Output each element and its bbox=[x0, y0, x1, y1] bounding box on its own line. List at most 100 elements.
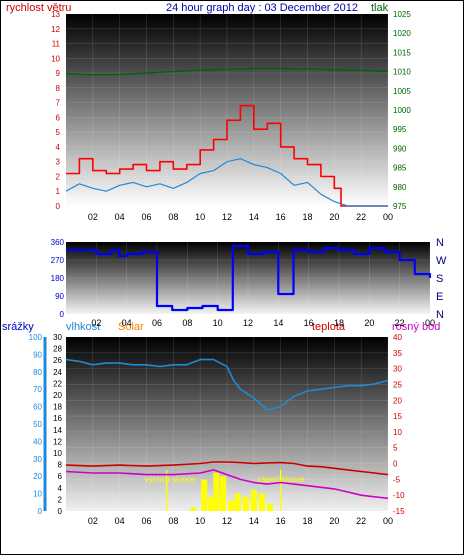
wind-speed-tick-label: 7 bbox=[56, 99, 61, 108]
pressure-line bbox=[65, 67, 389, 76]
humidity-tick-label: 12 bbox=[53, 437, 62, 446]
direction-degree-tick-label: 90 bbox=[55, 292, 64, 301]
wind-speed-tick-label: 3 bbox=[56, 158, 61, 167]
humidity-tick-label: 10 bbox=[53, 449, 62, 458]
climate-hour-tick-label: 12 bbox=[222, 516, 232, 526]
wind-hour-tick-label: 08 bbox=[168, 212, 178, 222]
pressure-tick-label: 1020 bbox=[393, 29, 411, 38]
rain-tick-label: 80 bbox=[33, 368, 42, 377]
climate-hour-tick-label: 10 bbox=[195, 516, 205, 526]
wind-speed-tick-label: 11 bbox=[52, 40, 61, 49]
climate-hour-tick-label: 18 bbox=[302, 516, 312, 526]
wind-speed-tick-label: 10 bbox=[51, 54, 60, 63]
humidity-tick-label: 14 bbox=[53, 426, 62, 435]
temperature-tick-label: -5 bbox=[393, 475, 401, 484]
direction-hour-tick-label: 00 bbox=[425, 318, 435, 328]
humidity-tick-label: 24 bbox=[53, 368, 62, 377]
wind-gust-line bbox=[66, 104, 388, 207]
direction-hour-tick-label: 10 bbox=[213, 318, 223, 328]
direction-hour-tick-label: 12 bbox=[243, 318, 253, 328]
humidity-tick-label: 16 bbox=[53, 414, 62, 423]
humidity-tick-label: 30 bbox=[53, 333, 62, 342]
wind-hour-tick-label: 18 bbox=[302, 212, 312, 222]
humidity-tick-label: 6 bbox=[58, 472, 63, 481]
solar-bar bbox=[213, 472, 220, 511]
wind-speed-tick-label: 4 bbox=[56, 143, 61, 152]
pressure-tick-label: 980 bbox=[393, 183, 407, 192]
temperature-tick-label: 20 bbox=[393, 396, 402, 405]
direction-degree-tick-label: 360 bbox=[51, 238, 65, 247]
humidity-tick-label: 28 bbox=[53, 345, 62, 354]
direction-hour-tick-label: 16 bbox=[304, 318, 314, 328]
wind-speed-tick-label: 2 bbox=[56, 172, 61, 181]
temperature-tick-label: 15 bbox=[393, 412, 402, 421]
direction-degree-tick-label: 270 bbox=[51, 256, 65, 265]
climate-hour-tick-label: 02 bbox=[88, 516, 98, 526]
direction-hour-tick-label: 20 bbox=[364, 318, 374, 328]
climate-hour-tick-label: 14 bbox=[249, 516, 259, 526]
wind-hour-tick-label: 20 bbox=[329, 212, 339, 222]
wind-speed-tick-label: 12 bbox=[51, 25, 60, 34]
pressure-tick-label: 1000 bbox=[393, 106, 411, 115]
temperature-tick-label: 0 bbox=[393, 460, 398, 469]
temperature-tick-label: 35 bbox=[393, 349, 402, 358]
humidity-tick-label: 2 bbox=[58, 495, 63, 504]
direction-hour-tick-label: 02 bbox=[91, 318, 101, 328]
temperature-axis-title: teplota bbox=[312, 321, 346, 333]
pressure-tick-label: 990 bbox=[393, 144, 407, 153]
pressure-tick-label: 1025 bbox=[393, 10, 411, 19]
solar-axis-title: Solar bbox=[118, 321, 144, 333]
climate-hour-tick-label: 08 bbox=[168, 516, 178, 526]
rain-tick-label: 100 bbox=[29, 333, 43, 342]
rain-axis-title: srážky bbox=[2, 321, 34, 333]
pressure-tick-label: 1010 bbox=[393, 68, 411, 77]
solar-bar bbox=[250, 490, 257, 511]
direction-hour-tick-label: 22 bbox=[395, 318, 405, 328]
direction-hour-tick-label: 08 bbox=[182, 318, 192, 328]
temperature-line bbox=[65, 461, 389, 476]
chart-title: 24 hour graph day : 03 December 2012 bbox=[166, 2, 358, 14]
wind-speed-tick-label: 0 bbox=[56, 202, 61, 211]
wind-hour-tick-label: 00 bbox=[383, 212, 393, 222]
rain-tick-label: 20 bbox=[33, 472, 42, 481]
solar-bar bbox=[201, 479, 208, 511]
wind-speed-tick-label: 8 bbox=[56, 84, 61, 93]
humidity-line bbox=[65, 358, 389, 411]
humidity-tick-label: 26 bbox=[53, 356, 62, 365]
rain-tick-label: 30 bbox=[33, 455, 42, 464]
climate-hour-tick-label: 06 bbox=[141, 516, 151, 526]
solar-bar bbox=[219, 476, 226, 511]
sunrise-label: východ slunce bbox=[145, 475, 196, 484]
wind-speed-tick-label: 9 bbox=[56, 69, 61, 78]
rain-tick-label: 10 bbox=[33, 490, 42, 499]
chart-marks: 0123456789101112139759809859909951000100… bbox=[29, 10, 447, 526]
humidity-axis-title: vlhkost bbox=[66, 321, 100, 333]
temperature-tick-label: 30 bbox=[393, 365, 402, 374]
compass-tick-label: N bbox=[436, 237, 444, 249]
humidity-tick-label: 18 bbox=[53, 403, 62, 412]
humidity-tick-label: 0 bbox=[58, 507, 63, 516]
climate-hour-tick-label: 00 bbox=[383, 516, 393, 526]
direction-hour-tick-label: 04 bbox=[122, 318, 132, 328]
rain-tick-label: 50 bbox=[33, 420, 42, 429]
solar-bar bbox=[190, 507, 197, 511]
direction-hour-tick-label: 18 bbox=[334, 318, 344, 328]
solar-bar bbox=[266, 504, 273, 511]
humidity-tick-label: 22 bbox=[53, 379, 62, 388]
direction-degree-tick-label: 180 bbox=[51, 274, 65, 283]
solar-bar bbox=[207, 497, 214, 511]
compass-tick-label: S bbox=[436, 273, 443, 285]
wind-speed-tick-label: 1 bbox=[56, 187, 61, 196]
pressure-axis-title: tlak bbox=[371, 2, 389, 14]
wind-average-line bbox=[65, 158, 388, 207]
humidity-tick-label: 4 bbox=[58, 484, 63, 493]
wind-hour-tick-label: 02 bbox=[88, 212, 98, 222]
rain-tick-label: 60 bbox=[33, 403, 42, 412]
compass-tick-label: N bbox=[436, 309, 444, 321]
climate-hour-tick-label: 20 bbox=[329, 516, 339, 526]
pressure-tick-label: 1005 bbox=[393, 87, 411, 96]
pressure-tick-label: 985 bbox=[393, 164, 407, 173]
pressure-tick-label: 1015 bbox=[393, 48, 411, 57]
solar-bar bbox=[242, 497, 249, 511]
